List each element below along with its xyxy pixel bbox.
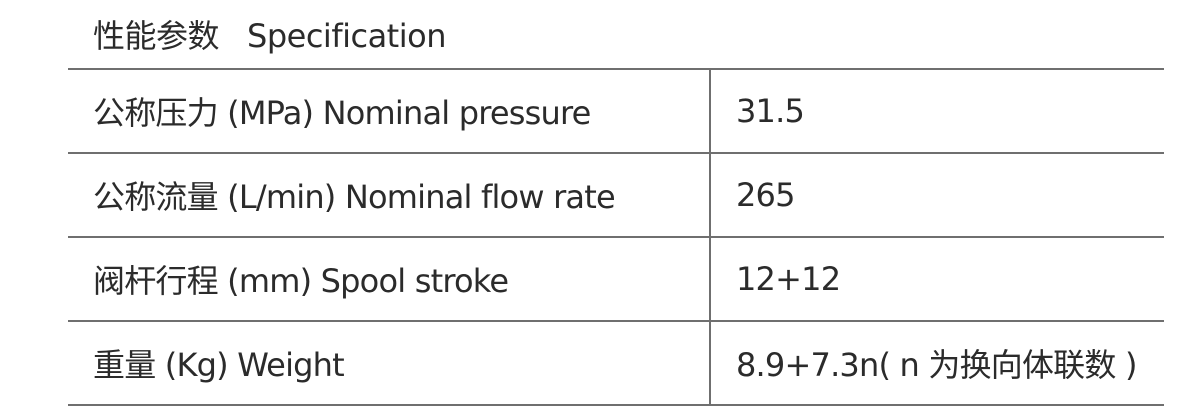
row-label-spool-stroke: 阀杆行程 (mm) Spool stroke	[68, 237, 711, 321]
row-label-nominal-pressure: 公称压力 (MPa) Nominal pressure	[68, 69, 711, 153]
spec-table: 公称压力 (MPa) Nominal pressure 31.5 公称流量 (L…	[68, 68, 1164, 406]
spec-title: 性能参数 Specification	[93, 14, 446, 58]
row-label-weight: 重量 (Kg) Weight	[68, 321, 711, 405]
table-row: 公称压力 (MPa) Nominal pressure 31.5	[68, 69, 1164, 153]
row-value-weight: 8.9+7.3n( n 为换向体联数 )	[736, 346, 1137, 384]
row-value-nominal-pressure: 31.5	[736, 92, 805, 130]
row-label-nominal-flow-rate: 公称流量 (L/min) Nominal flow rate	[68, 153, 711, 237]
table-row: 阀杆行程 (mm) Spool stroke 12+12	[68, 237, 1164, 321]
row-value-nominal-flow-rate: 265	[736, 176, 795, 214]
row-value-spool-stroke: 12+12	[736, 260, 841, 298]
spec-title-chinese: 性能参数	[93, 17, 220, 55]
table-row: 重量 (Kg) Weight 8.9+7.3n( n 为换向体联数 )	[68, 321, 1164, 405]
spec-title-english: Specification	[247, 17, 446, 55]
table-row: 公称流量 (L/min) Nominal flow rate 265	[68, 153, 1164, 237]
